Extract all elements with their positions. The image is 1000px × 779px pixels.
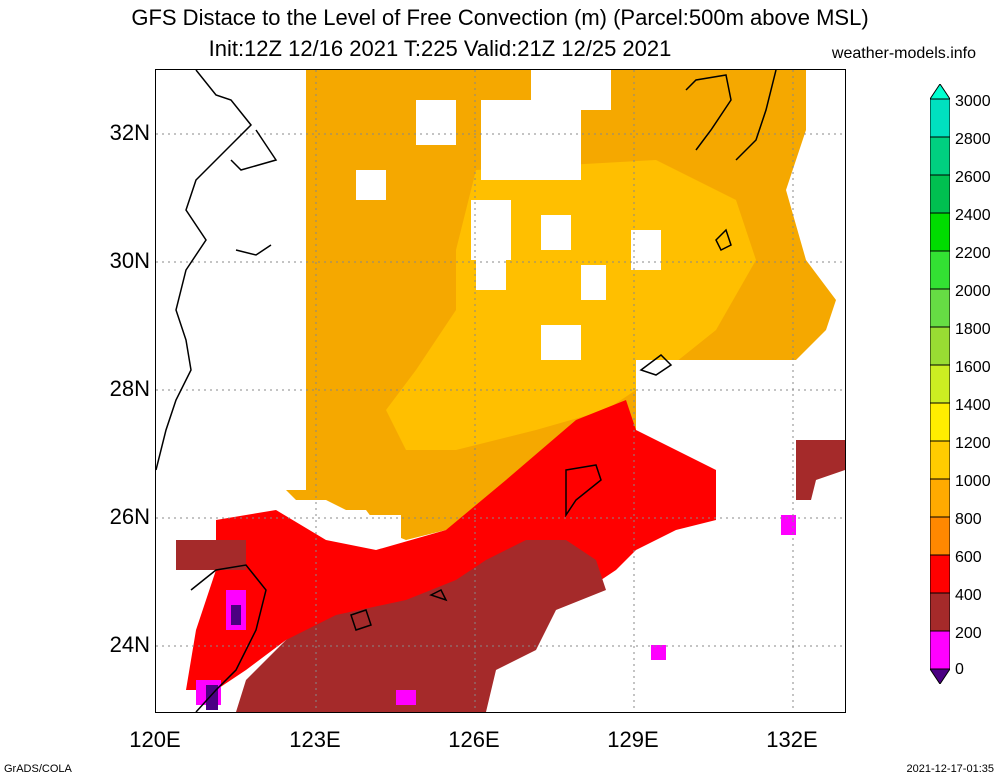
cbar-label: 1400 bbox=[955, 397, 991, 414]
footer-software: GrADS/COLA bbox=[4, 763, 72, 775]
coastlines bbox=[156, 70, 777, 712]
lat-label-24n: 24N bbox=[109, 632, 150, 657]
cbar-label: 1600 bbox=[955, 359, 991, 376]
lat-label-28n: 28N bbox=[109, 376, 150, 401]
cbar-label: 2400 bbox=[955, 207, 991, 224]
lon-label-129e: 129E bbox=[607, 727, 659, 752]
map-grid bbox=[156, 70, 845, 712]
lat-label-32n: 32N bbox=[109, 120, 150, 145]
cbar-label: 1200 bbox=[955, 435, 991, 452]
field-brown bbox=[236, 540, 606, 712]
cbar-label: 400 bbox=[955, 587, 982, 604]
cbar-label: 200 bbox=[955, 625, 982, 642]
lat-label-26n: 26N bbox=[109, 504, 150, 529]
cbar-label: 1800 bbox=[955, 321, 991, 338]
map-title: GFS Distace to the Level of Free Convect… bbox=[131, 5, 869, 30]
lon-label-126e: 126E bbox=[448, 727, 500, 752]
cbar-label: 2800 bbox=[955, 131, 991, 148]
map-field-svg bbox=[156, 70, 845, 712]
cbar-label: 2000 bbox=[955, 283, 991, 300]
cbar-label: 3000 bbox=[955, 93, 991, 110]
cbar-label: 600 bbox=[955, 549, 982, 566]
cbar-label: 0 bbox=[955, 661, 964, 678]
cbar-label: 2600 bbox=[955, 169, 991, 186]
map-plot-area bbox=[155, 69, 846, 713]
lat-label-30n: 30N bbox=[109, 248, 150, 273]
colorbar bbox=[930, 84, 950, 684]
cbar-label: 1000 bbox=[955, 473, 991, 490]
cbar-label: 800 bbox=[955, 511, 982, 528]
map-subtitle: Init:12Z 12/16 2021 T:225 Valid:21Z 12/2… bbox=[208, 36, 672, 61]
cbar-label: 2200 bbox=[955, 245, 991, 262]
site-credit: weather-models.info bbox=[831, 45, 976, 62]
lon-label-132e: 132E bbox=[766, 727, 818, 752]
field-red bbox=[186, 400, 716, 690]
footer-timestamp: 2021-12-17-01:35 bbox=[906, 763, 994, 775]
lon-label-120e: 120E bbox=[129, 727, 181, 752]
lon-label-123e: 123E bbox=[289, 727, 341, 752]
